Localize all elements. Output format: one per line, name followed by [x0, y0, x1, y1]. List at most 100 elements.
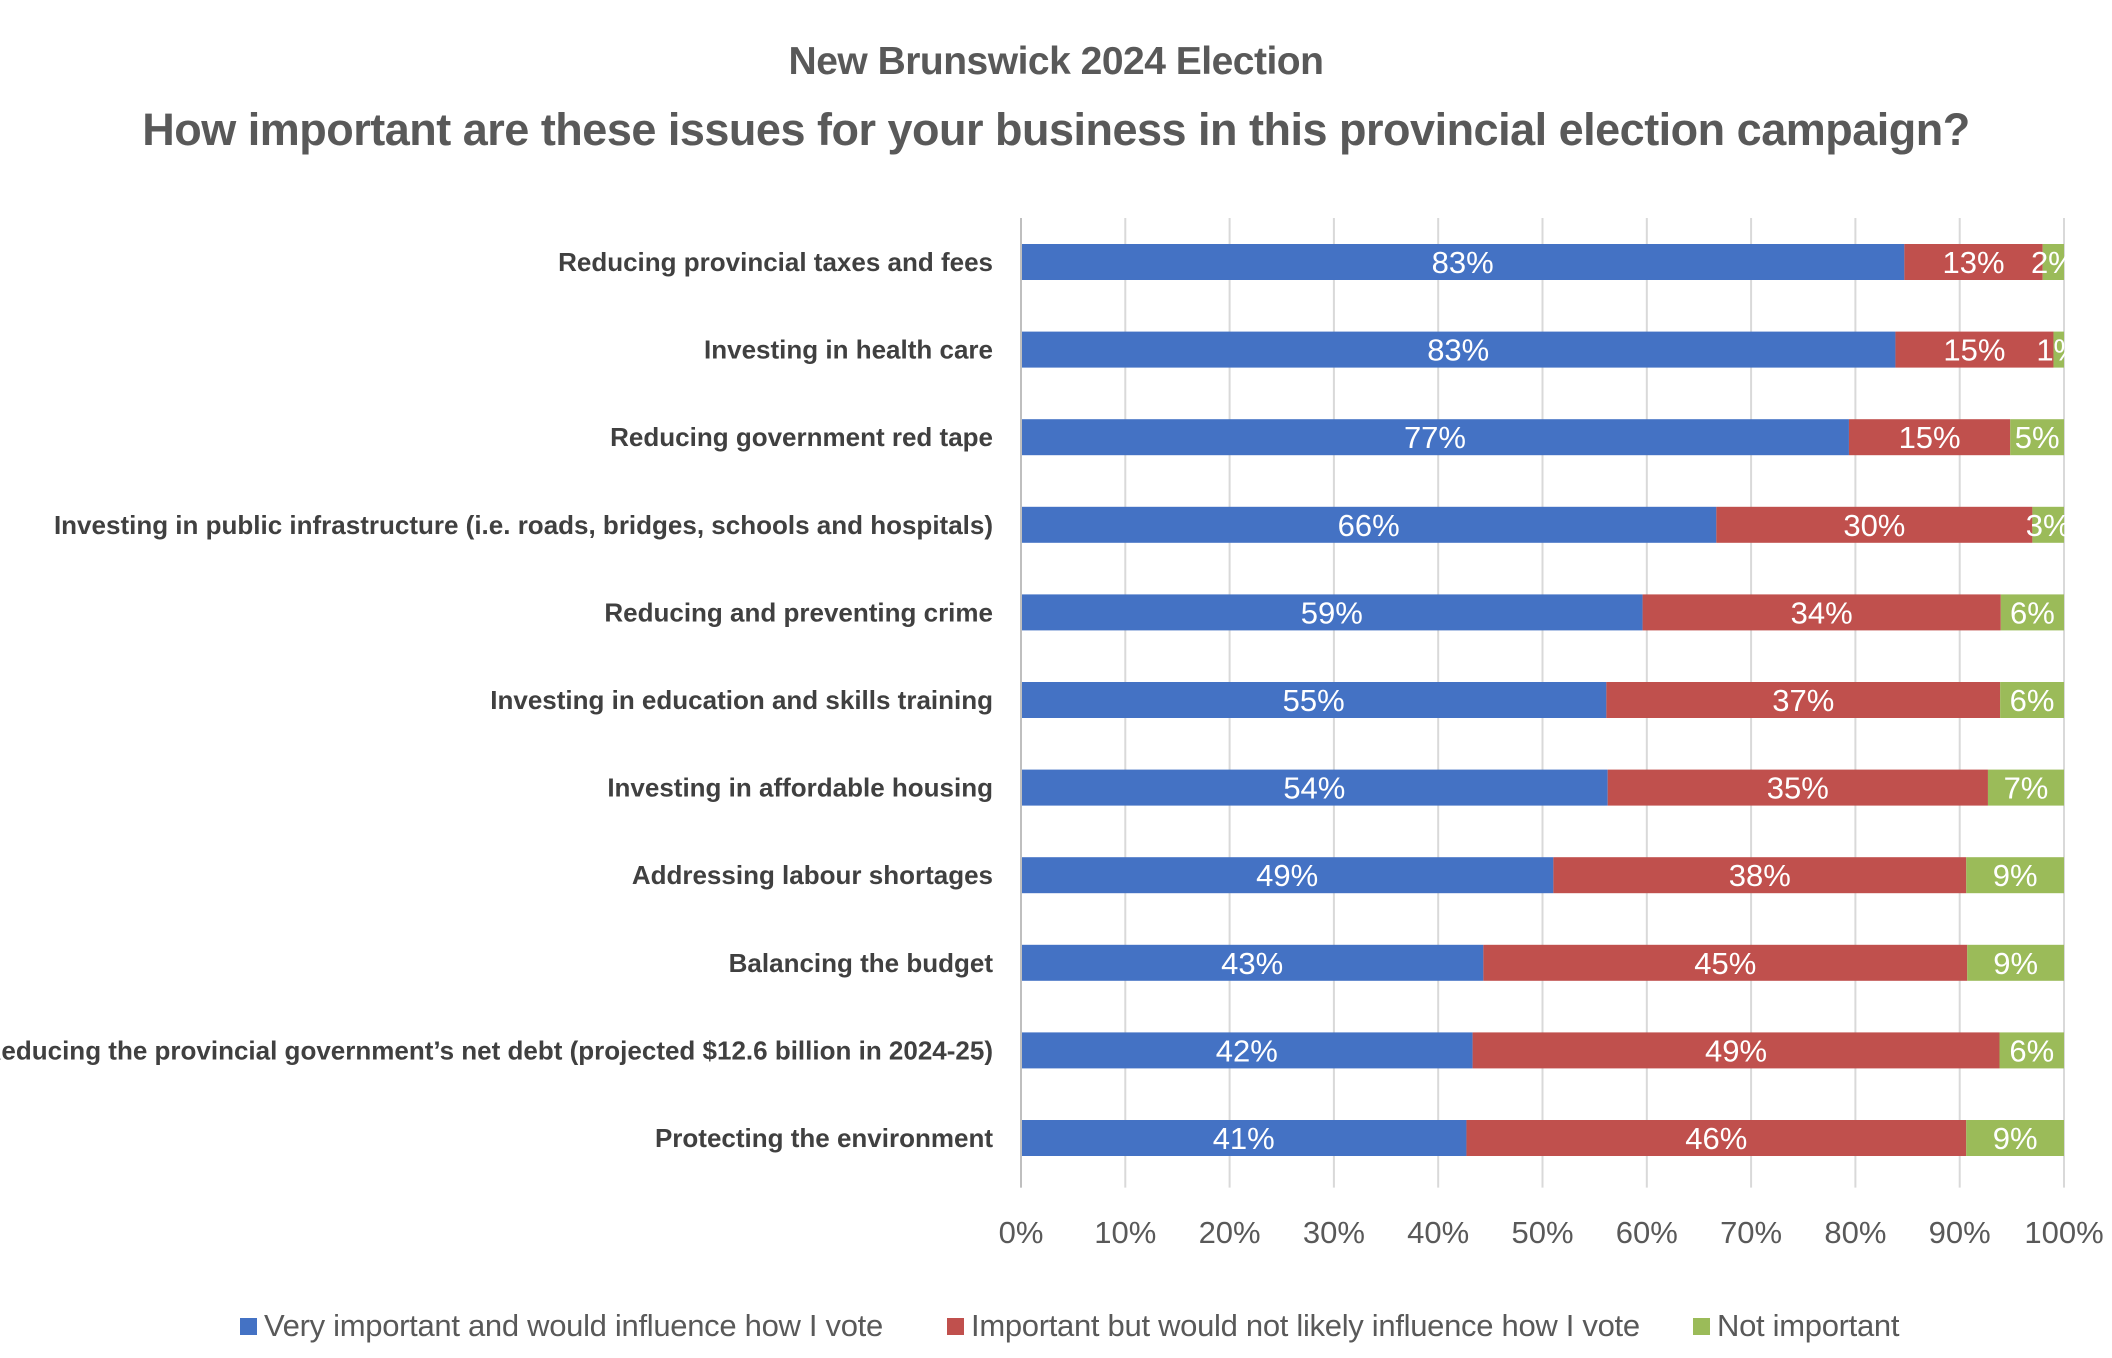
bar-segment [1021, 944, 1484, 981]
data-label: 13% [1943, 245, 2005, 280]
x-tick-label: 40% [1407, 1215, 1469, 1250]
data-label: 6% [2009, 1033, 2054, 1068]
data-label: 41% [1213, 1121, 1275, 1156]
bar-segment [1021, 1120, 1467, 1156]
data-label: 9% [1993, 858, 2038, 893]
chart-subtitle: How important are these issues for your … [142, 104, 1970, 155]
bar-segment [1966, 857, 2064, 894]
data-label: 37% [1772, 683, 1834, 718]
x-tick-label: 100% [2024, 1215, 2103, 1250]
bar-segment [1021, 506, 1717, 543]
legend-item-not-important: Not important [1693, 1308, 1899, 1344]
plot-area: 0% 10% 20% 30% 40% 50% 60% 70% 80% 90% 100% Reducin… [0, 218, 2104, 1250]
category-label-protecting-the-environment: Protecting the environment [655, 1123, 993, 1153]
bar-segment [1553, 857, 1967, 894]
data-label: 83% [1432, 245, 1494, 280]
data-label: 45% [1694, 946, 1756, 981]
legend-label-important: Important but would not likely influence… [971, 1308, 1640, 1343]
data-label: 6% [2010, 683, 2055, 718]
data-label: 38% [1729, 858, 1791, 893]
x-tick-label: 90% [1929, 1215, 1991, 1250]
x-tick-label: 60% [1616, 1215, 1678, 1250]
data-label: 6% [2010, 595, 2055, 630]
bar-segment [1607, 769, 1988, 806]
data-label: 2% [2031, 245, 2076, 280]
data-label: 55% [1283, 683, 1345, 718]
category-label-investing-in-public-infrastructure-i-e-r: Investing in public infrastructure (i.e.… [54, 510, 993, 540]
data-label: 66% [1338, 508, 1400, 543]
data-label: 35% [1767, 771, 1829, 806]
x-tick-label: 10% [1094, 1215, 1156, 1250]
bar-segment [2000, 682, 2064, 718]
bar-segment [1021, 244, 1905, 280]
data-label: 34% [1791, 595, 1853, 630]
bar-segment [1021, 769, 1608, 806]
bar-segment [1642, 594, 2001, 631]
bar-segment [2042, 244, 2064, 280]
category-label-investing-in-health-care: Investing in health care [704, 335, 993, 365]
bar-segment [1483, 944, 1968, 981]
bar-segment [1472, 1032, 2000, 1069]
legend: Very important and would influence how I… [0, 1308, 2112, 1348]
data-label: 77% [1404, 420, 1466, 455]
bar-segment [1904, 244, 2043, 280]
data-label: 15% [1899, 420, 1961, 455]
category-label-balancing-the-budget: Balancing the budget [729, 948, 994, 978]
category-label-investing-in-affordable-housing: Investing in affordable housing [607, 773, 993, 803]
category-label-reducing-government-red-tape: Reducing government red tape [610, 422, 993, 452]
bar-segment [1967, 944, 2064, 981]
category-label-investing-in-education-and-skills-traini: Investing in education and skills traini… [490, 685, 993, 715]
data-label: 46% [1685, 1121, 1747, 1156]
x-tick-label: 0% [999, 1215, 1044, 1250]
bar-segment [1895, 331, 2054, 368]
data-label: 9% [1993, 946, 2038, 981]
legend-item-important: Important but would not likely influence… [947, 1308, 1640, 1344]
legend-item-very-important: Very important and would influence how I… [240, 1308, 883, 1344]
bar-segment [1606, 682, 2001, 718]
data-label: 42% [1216, 1033, 1278, 1068]
data-label: 9% [1993, 1121, 2038, 1156]
data-label: 3% [2026, 508, 2071, 543]
legend-label-very-important: Very important and would influence how I… [264, 1308, 883, 1343]
category-label-addressing-labour-shortages: Addressing labour shortages [632, 860, 993, 890]
data-label: 49% [1705, 1033, 1767, 1068]
category-label-reducing-and-preventing-crime: Reducing and preventing crime [604, 597, 993, 627]
category-label-reducing-provincial-taxes-and-fees: Reducing provincial taxes and fees [558, 247, 993, 277]
category-label-reducing-the-provincial-government-s-net: Reducing the provincial government’s net… [0, 1035, 993, 1065]
x-tick-label: 30% [1303, 1215, 1365, 1250]
bar-segment [1848, 419, 2011, 456]
bar-segment [2032, 506, 2064, 543]
bar-segment [1966, 1120, 2064, 1156]
data-label: 49% [1256, 858, 1318, 893]
bar-segment [1021, 419, 1849, 456]
bar-segment [2053, 331, 2064, 368]
data-label: 83% [1427, 333, 1489, 368]
bar-segment [1021, 331, 1896, 368]
data-label: 15% [1943, 333, 2005, 368]
bar-segment [1021, 682, 1607, 718]
bar-segment [1716, 506, 2033, 543]
bar-segment [2000, 594, 2064, 631]
data-label: 54% [1283, 771, 1345, 806]
data-label: 43% [1221, 946, 1283, 981]
data-label: 1% [2036, 333, 2081, 368]
legend-label-not-important: Not important [1717, 1308, 1900, 1343]
chart-title: New Brunswick 2024 Election [788, 40, 1324, 83]
bar-segment [1021, 857, 1554, 894]
x-tick-label: 70% [1720, 1215, 1782, 1250]
data-label: 7% [2004, 771, 2049, 806]
legend-swatch-not-important [1693, 1317, 1710, 1335]
bar-segment [1021, 1032, 1473, 1069]
data-label: 5% [2015, 420, 2060, 455]
x-tick-label: 20% [1199, 1215, 1261, 1250]
legend-swatch-very-important [240, 1317, 257, 1335]
legend-swatch-important [947, 1317, 964, 1335]
bar-segment [2010, 419, 2064, 456]
bar-segment [1999, 1032, 2064, 1069]
bar-segment [1021, 594, 1643, 631]
bar-segment [1466, 1120, 1967, 1156]
data-label: 30% [1843, 508, 1905, 543]
x-tick-label: 80% [1824, 1215, 1886, 1250]
x-tick-label: 50% [1511, 1215, 1573, 1250]
